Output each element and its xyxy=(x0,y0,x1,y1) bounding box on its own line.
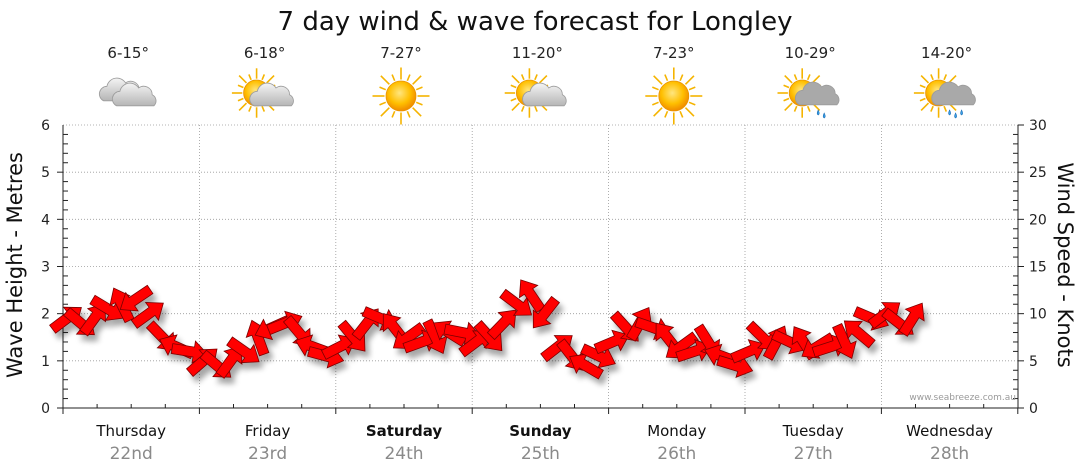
right-tick-label: 25 xyxy=(1029,165,1047,181)
rain-drop xyxy=(954,112,957,119)
wind-arrow xyxy=(569,353,604,380)
chart-axes xyxy=(57,124,1024,414)
temperature-range: 14-20° xyxy=(921,44,972,62)
day-name: Wednesday xyxy=(906,422,993,440)
wind-arrow xyxy=(422,318,448,355)
rain-icon xyxy=(913,68,976,119)
temperature-range: 7-23° xyxy=(653,44,695,62)
day-date: 23rd xyxy=(248,444,287,464)
wind-arrow xyxy=(130,302,164,329)
right-tick-label: 20 xyxy=(1029,212,1047,228)
left-tick-label: 0 xyxy=(41,401,50,417)
day-date: 26th xyxy=(657,444,696,464)
cloudy-icon xyxy=(98,77,157,107)
rain-drop xyxy=(816,109,820,116)
day-date: 27th xyxy=(794,444,833,464)
day-name: Saturday xyxy=(366,422,443,440)
wind-arrow xyxy=(518,279,546,314)
left-axis-label: Wave Height - Metres xyxy=(3,152,27,378)
temperature-range: 10-29° xyxy=(785,44,836,62)
wind-arrow xyxy=(532,295,560,329)
partly-cloudy-icon xyxy=(231,68,294,118)
wind-arrow xyxy=(119,284,154,312)
wind-arrow xyxy=(898,302,925,337)
day-date: 28th xyxy=(930,444,969,464)
temperature-range: 6-18° xyxy=(244,44,286,62)
weather-icons xyxy=(98,67,976,125)
temperature-range: 6-15° xyxy=(107,44,149,62)
day-name: Friday xyxy=(245,422,291,440)
wind-arrow xyxy=(226,336,260,364)
cloud-shape xyxy=(931,81,976,106)
left-axis-ticks: 0 1 2 3 4 5 6 xyxy=(41,118,50,417)
rain-drop xyxy=(822,112,826,119)
chart-grid xyxy=(63,124,1018,408)
chart-title: 7 day wind & wave forecast for Longley xyxy=(278,7,793,37)
wind-arrow xyxy=(89,294,124,321)
sunny-icon xyxy=(372,67,430,125)
day-date: 22nd xyxy=(110,444,153,464)
temperature-range: 7-27° xyxy=(380,44,422,62)
sun-shape xyxy=(372,67,430,125)
rain-drop xyxy=(948,109,951,116)
credit-text: www.seabreeze.com.au xyxy=(909,393,1016,403)
sun-shape xyxy=(645,67,703,125)
cloud-shape xyxy=(249,82,294,107)
right-axis-ticks: 0 5 10 15 20 25 30 xyxy=(1029,118,1047,417)
day-labels: Thursday 22nd Friday 23rd Saturday 24th Sunday… xyxy=(95,422,993,464)
left-tick-label: 5 xyxy=(41,165,50,181)
temperature-labels: 6-15° 6-18° 7-27° 11-20° 7-23° 10-29° 14-20° xyxy=(107,44,972,62)
right-tick-label: 5 xyxy=(1029,354,1038,370)
day-date: 24th xyxy=(384,444,423,464)
left-tick-label: 1 xyxy=(41,354,50,370)
day-name: Monday xyxy=(647,422,706,440)
cloud-shape xyxy=(522,82,567,107)
right-axis-label: Wind Speed - Knots xyxy=(1053,162,1077,367)
left-tick-label: 6 xyxy=(41,118,50,134)
day-name: Thursday xyxy=(95,422,166,440)
left-tick-label: 2 xyxy=(41,307,50,323)
wind-arrow xyxy=(499,288,532,316)
wind-arrow xyxy=(729,339,767,364)
left-tick-label: 3 xyxy=(41,260,50,276)
cloud-shape xyxy=(794,81,840,106)
temperature-range: 11-20° xyxy=(512,44,563,62)
wind-arrow xyxy=(832,322,857,360)
left-tick-label: 4 xyxy=(41,212,50,228)
sunny-icon xyxy=(645,67,703,125)
day-date: 25th xyxy=(521,444,560,464)
right-tick-label: 15 xyxy=(1029,260,1047,276)
right-tick-label: 10 xyxy=(1029,307,1047,323)
wind-arrow xyxy=(716,355,754,378)
wind-arrows xyxy=(49,279,925,380)
partly-cloudy-icon xyxy=(504,68,567,118)
cloud-shape xyxy=(111,82,157,107)
day-name: Sunday xyxy=(509,422,572,440)
wind-arrow xyxy=(486,309,517,341)
right-tick-label: 30 xyxy=(1029,118,1047,134)
wind-arrow xyxy=(593,329,630,355)
rain-drop xyxy=(960,109,963,116)
shower-icon xyxy=(777,68,840,119)
right-tick-label: 0 xyxy=(1029,401,1038,417)
wind-arrow xyxy=(843,320,876,349)
day-name: Tuesday xyxy=(782,422,844,440)
